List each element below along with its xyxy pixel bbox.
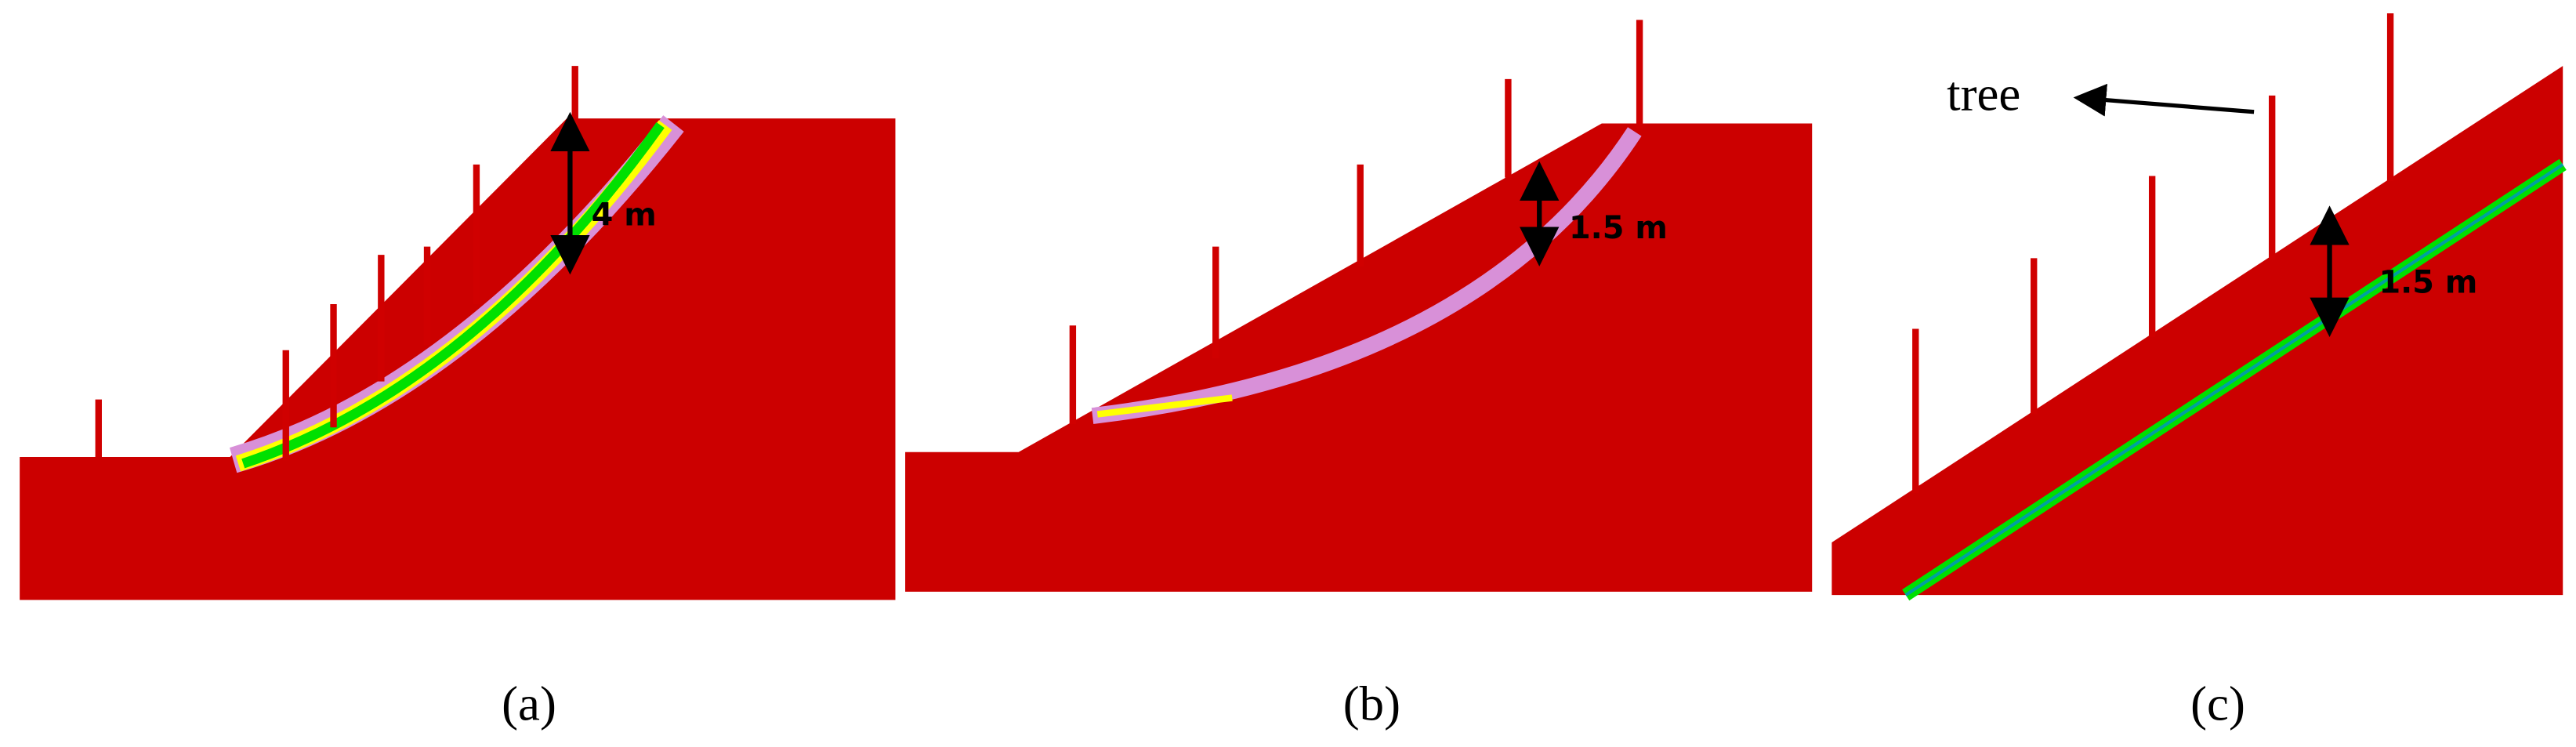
trees [1069,20,1643,425]
slope-model [20,118,896,600]
caption: (c) [2190,676,2245,731]
tree-annotation: tree [1947,67,2020,121]
panel-a: 4 m (a) [20,66,896,731]
trees [1912,13,2394,494]
band [1096,394,1233,418]
caption: (a) [502,676,556,731]
band [1904,163,2564,597]
annotation-arrow [2073,83,2255,117]
depth-label: 1.5 m [1569,210,1668,246]
depth-label: 4 m [592,197,657,233]
panel-c: 1.5 m tree (c) [1831,13,2567,731]
band [241,121,665,469]
slope-model [1831,66,2563,596]
depth-label: 1.5 m [2379,264,2477,300]
panel-b: 1.5 m (b) [905,20,1813,731]
caption: (b) [1343,676,1400,731]
